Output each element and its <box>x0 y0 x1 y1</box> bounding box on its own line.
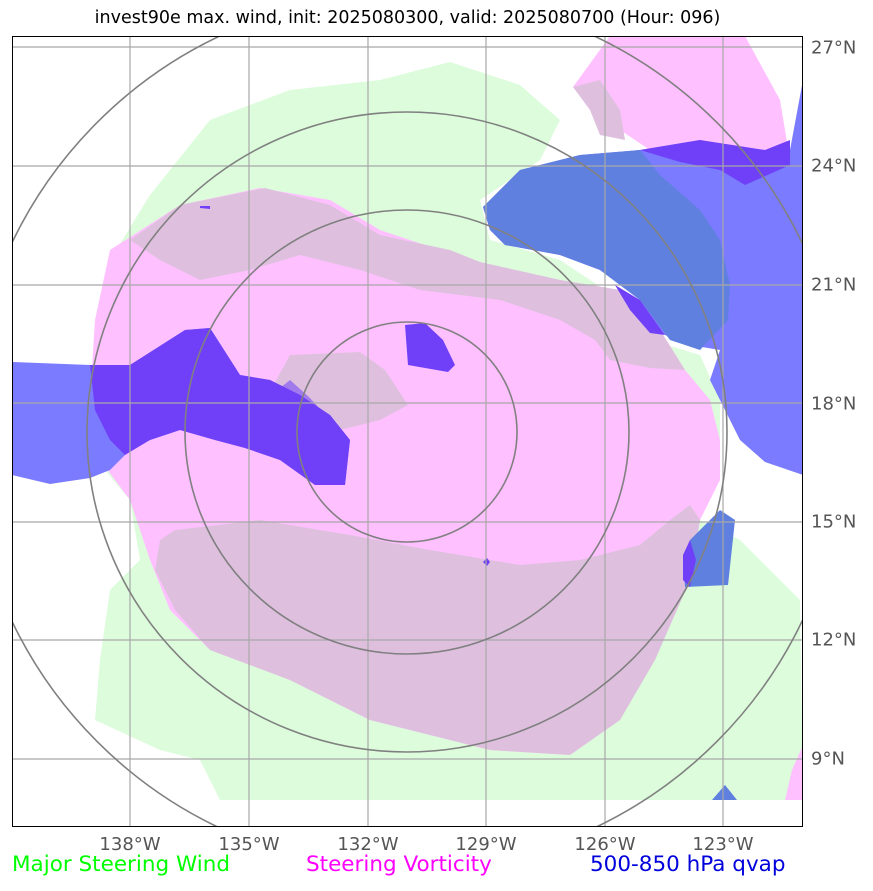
legend-major-steering-wind: Major Steering Wind <box>12 852 231 877</box>
lat-label-27n: 27°N <box>811 37 857 59</box>
lon-label-123w: 123°W <box>692 834 754 855</box>
overlap-area-north <box>130 188 685 370</box>
lat-label-15n: 15°N <box>811 511 857 533</box>
map-panel[interactable] <box>12 36 803 827</box>
legend-steering-vorticity: Steering Vorticity <box>306 852 492 877</box>
steering-vorticity-area-southeast <box>785 747 802 800</box>
range-ring-2 <box>184 209 630 655</box>
qvap-area-center <box>405 323 455 372</box>
lat-label-18n: 18°N <box>811 393 857 415</box>
lat-label-24n: 24°N <box>811 155 857 177</box>
range-ring-3 <box>86 111 728 753</box>
qvap-area-east-dark-2 <box>615 285 665 335</box>
qvap-area-east-dark <box>640 140 790 185</box>
lat-label-9n: 9°N <box>811 748 845 770</box>
lat-label-21n: 21°N <box>811 274 857 296</box>
lon-label-138w: 138°W <box>99 834 161 855</box>
lon-label-135w: 135°W <box>218 834 280 855</box>
map-canvas <box>13 37 802 826</box>
qvap-area-west-dark <box>90 328 350 485</box>
map-title: invest90e max. wind, init: 2025080300, v… <box>94 8 721 28</box>
lon-label-129w: 129°W <box>455 834 517 855</box>
lon-label-132w: 132°W <box>337 834 399 855</box>
range-rings <box>13 37 802 826</box>
qvap-area-overlap-violet <box>265 380 340 440</box>
lon-label-126w: 126°W <box>574 834 636 855</box>
overlap-area-south <box>155 505 700 755</box>
qvap-area-dot-west <box>200 206 210 209</box>
qvap-area-bottom <box>712 785 737 800</box>
qvap-area-east-mid <box>483 150 730 350</box>
qvap-area-southeast-dark <box>683 540 696 587</box>
overlap-area-northeast <box>573 80 625 140</box>
legend-qvap: 500-850 hPa qvap <box>590 852 786 877</box>
graticule <box>13 37 802 826</box>
range-ring-1 <box>296 321 518 543</box>
lat-label-12n: 12°N <box>811 629 857 651</box>
